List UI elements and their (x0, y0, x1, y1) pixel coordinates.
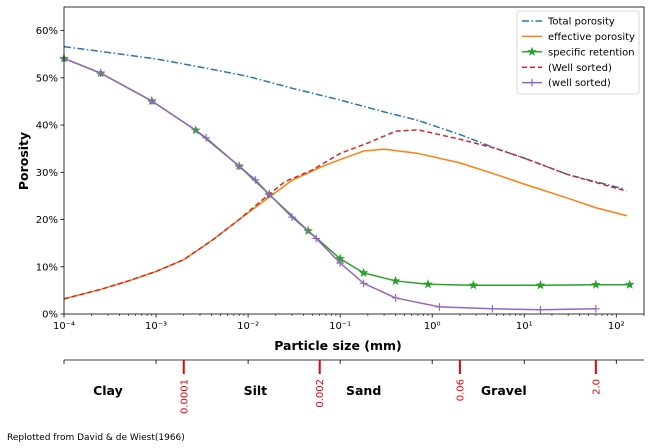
series-specific-retention-point-14 (624, 279, 635, 289)
y-tick-label-4: 40% (36, 121, 58, 132)
source-credit: Replotted from David & de Wiest(1966) (7, 433, 185, 443)
y-axis-title: Porosity (16, 132, 31, 190)
soil-class-silt: Silt (244, 383, 268, 398)
series-well-sorted-point-1 (96, 69, 105, 77)
y-tick-label-6: 60% (36, 26, 58, 37)
series-specific-retention-point-11 (468, 280, 479, 290)
soil-class-sand: Sand (346, 383, 381, 398)
y-tick-label-3: 30% (36, 168, 58, 179)
legend-item-specific-retention-swatch-point-0 (527, 46, 537, 56)
series-well-sorted-point-3 (202, 134, 210, 142)
series-well-sorted-line (63, 129, 627, 300)
x-tick-label-4: 10⁰ (424, 321, 441, 332)
legend-item-well-sorted-label: (Well sorted) (548, 63, 612, 74)
x-axis-title: Particle size (mm) (274, 338, 402, 353)
legend-item-specific-retention: specific retention (522, 46, 635, 58)
x-tick-label-0: 10⁻⁴ (53, 321, 75, 332)
series-well-sorted-point-14 (536, 305, 545, 314)
legend: Total porosity effective porosity specific… (516, 10, 640, 95)
series-specific-retention-point-12 (535, 280, 546, 290)
series-total-porosity (63, 45, 624, 190)
series-well-sorted-point-15 (592, 305, 600, 313)
legend-item-effective-porosity: effective porosity (522, 32, 635, 43)
soil-class-clay: Clay (93, 383, 123, 398)
series-well-sorted-point-5 (251, 176, 260, 184)
y-tick-label-1: 10% (36, 262, 58, 273)
legend-item-effective-porosity-label: effective porosity (548, 32, 635, 43)
series-well-sorted-point-2 (148, 97, 156, 105)
x-tick-label-5: 10¹ (516, 321, 533, 332)
series-well-sorted (60, 54, 600, 314)
series-specific-retention-point-13 (591, 279, 601, 289)
series-specific-retention-point-10 (423, 279, 433, 289)
legend-frame (516, 10, 640, 95)
series-well-sorted-point-6 (265, 190, 274, 199)
legend-item-well-sorted: (Well sorted) (522, 63, 612, 74)
legend-item-total-porosity-label: Total porosity (547, 17, 615, 28)
class-boundary-label-1: 0.002 (315, 379, 326, 408)
series-well-sorted-point-9 (336, 259, 344, 267)
series-well-sorted-point-10 (359, 279, 368, 288)
series-specific-retention-point-9 (390, 275, 401, 286)
x-tick-label-3: 10⁻¹ (329, 321, 351, 332)
soil-class-axis: Clay Silt Sand Gravel 0.0001 0.002 0.06 2.0 (63, 359, 644, 414)
x-tick-label-2: 10⁻² (237, 321, 259, 332)
class-boundary-label-2: 0.06 (455, 379, 466, 401)
soil-class-gravel: Gravel (481, 383, 527, 398)
x-tick-label-6: 10² (608, 321, 625, 332)
legend-item-well-sorted-label: (well sorted) (548, 78, 611, 89)
y-tick-label-5: 50% (36, 73, 58, 84)
series-total-porosity-line (63, 45, 624, 190)
legend-item-well-sorted: (well sorted) (522, 78, 611, 89)
series-well-sorted (63, 129, 627, 300)
x-axis: 10⁻⁴ 10⁻³ 10⁻² 10⁻¹ 10⁰ 10¹ 10² (53, 314, 645, 332)
series-well-sorted-point-12 (435, 303, 444, 311)
class-boundary-label-0: 0.0001 (179, 379, 190, 414)
series-effective-porosity-line (63, 148, 627, 300)
y-tick-label-2: 20% (36, 215, 58, 226)
series-well-sorted-line (63, 57, 596, 311)
series-effective-porosity (63, 148, 627, 300)
series-specific-retention-point-8 (358, 267, 369, 278)
series-well-sorted-point-13 (488, 305, 497, 313)
series-well-sorted-point-11 (391, 294, 400, 302)
legend-item-total-porosity: Total porosity (522, 17, 615, 28)
series-well-sorted-point-7 (288, 213, 296, 221)
y-axis: 0% 10% 20% 30% 40% 50% 60% (36, 26, 64, 321)
series-well-sorted-point-8 (312, 234, 321, 243)
series-layer (59, 45, 635, 314)
y-tick-label-0: 0% (42, 310, 58, 321)
legend-item-specific-retention-label: specific retention (548, 47, 635, 58)
legend-item-well-sorted-swatch-point-0 (528, 78, 536, 87)
plot-area-frame (63, 6, 645, 315)
series-well-sorted-point-4 (235, 162, 243, 170)
class-boundary-label-3: 2.0 (591, 379, 602, 395)
x-tick-label-1: 10⁻³ (145, 321, 167, 332)
